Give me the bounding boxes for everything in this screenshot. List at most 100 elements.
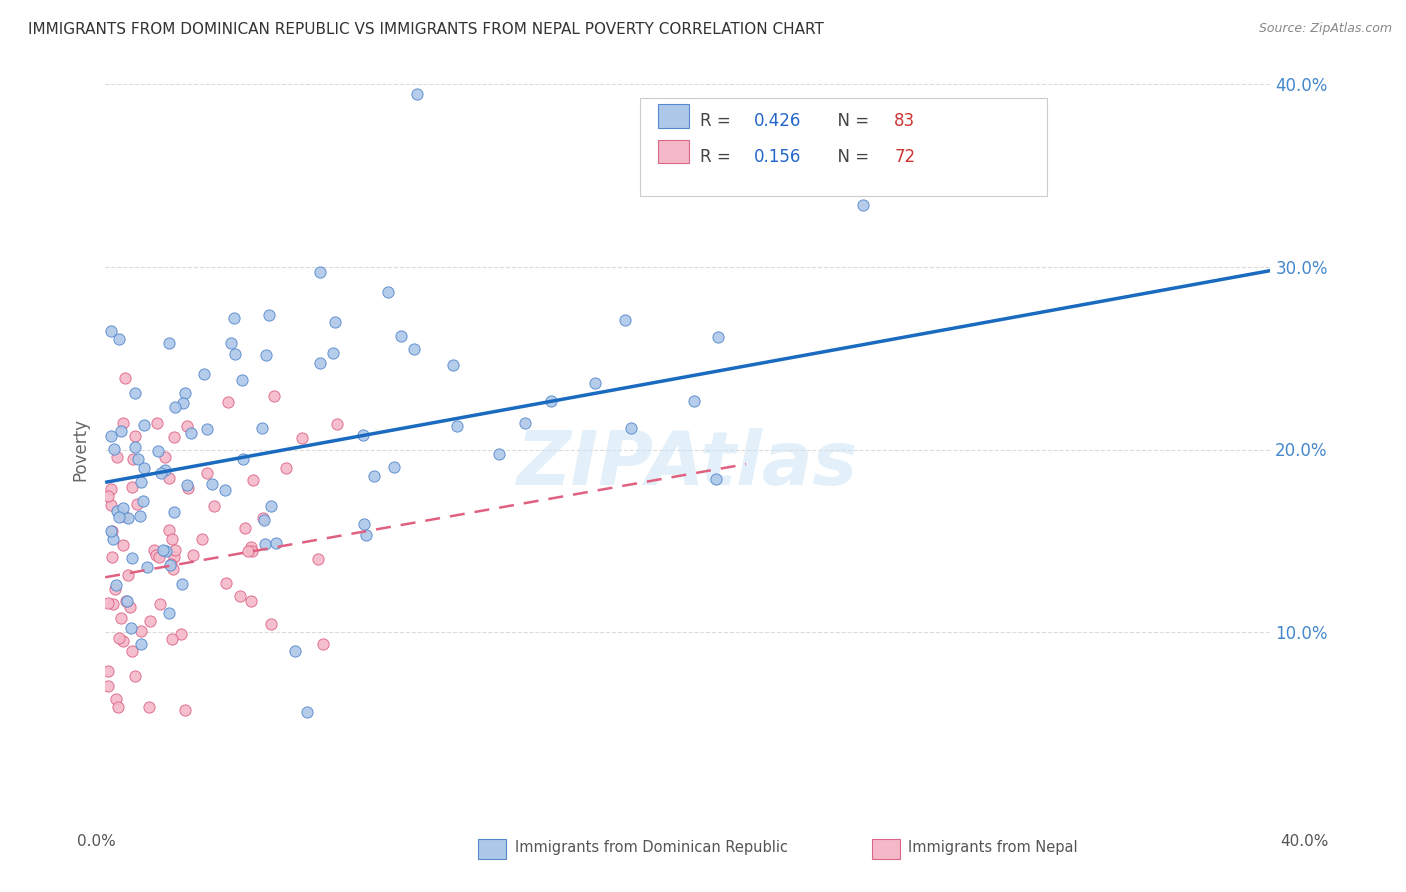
Text: 40.0%: 40.0% [1281,834,1329,849]
Point [97,679,120,693]
Point [117,568,139,582]
Point [101,549,124,564]
Point [139,614,162,628]
Point [146,417,169,431]
Point [104,582,127,596]
Text: Immigrants from Nepal: Immigrants from Nepal [908,840,1078,855]
Text: N =: N = [827,148,875,166]
Point [105,450,128,465]
Point [159,558,181,573]
Point [488,447,510,461]
Point [201,477,224,491]
Point [107,509,129,524]
Point [105,691,128,706]
Text: 0.426: 0.426 [754,112,801,130]
Point [100,524,122,538]
Point [406,87,429,101]
Point [100,524,122,538]
Y-axis label: Poverty: Poverty [72,418,89,481]
Point [441,359,464,373]
Point [100,483,122,497]
Point [120,599,142,614]
Point [257,308,280,322]
Point [325,315,347,329]
Point [129,475,152,489]
Point [217,394,239,409]
Point [121,551,143,566]
Point [177,481,200,495]
Point [159,471,181,485]
Point [389,329,412,343]
Point [202,500,225,514]
Point [155,462,177,476]
Text: R =: R = [700,112,737,130]
Point [145,548,167,562]
Point [322,346,344,360]
Point [132,460,155,475]
Point [363,469,385,483]
Point [97,596,120,610]
Point [354,527,377,541]
Point [176,419,198,434]
Point [172,396,194,410]
Point [112,416,135,430]
Point [253,536,276,550]
Point [233,520,256,534]
Point [114,370,136,384]
Point [163,543,186,558]
Point [540,394,562,409]
Point [129,624,152,638]
Point [706,330,728,344]
Point [231,373,253,387]
Point [124,429,146,443]
Point [110,611,132,625]
Point [239,594,262,608]
Point [191,532,214,546]
Point [295,706,318,720]
Point [162,561,184,575]
Point [236,544,259,558]
Point [312,637,335,651]
Point [263,389,285,403]
Point [172,576,194,591]
Point [193,367,215,381]
Point [180,425,202,440]
Point [100,429,122,443]
Point [214,483,236,497]
Point [149,597,172,611]
Point [115,594,138,608]
Point [153,450,176,465]
Point [309,356,332,370]
Point [121,451,143,466]
Text: ZIPAtlas: ZIPAtlas [517,427,858,500]
Point [221,336,243,351]
Point [382,459,405,474]
Point [325,417,347,432]
Point [121,621,143,635]
Point [117,511,139,525]
Point [112,501,135,516]
Point [585,376,607,390]
Point [513,416,536,430]
Point [402,343,425,357]
Point [105,504,128,518]
Point [260,617,283,632]
Point [704,472,727,486]
Point [284,644,307,658]
Point [253,513,276,527]
Point [215,576,238,591]
Point [157,523,180,537]
Point [142,542,165,557]
Point [181,548,204,562]
Point [195,422,218,436]
Point [176,478,198,492]
Point [264,536,287,550]
Point [101,597,124,611]
Point [103,532,125,546]
Point [124,386,146,401]
Point [163,550,186,565]
Point [163,430,186,444]
Point [148,550,170,565]
Point [149,466,172,480]
Point [377,285,399,299]
